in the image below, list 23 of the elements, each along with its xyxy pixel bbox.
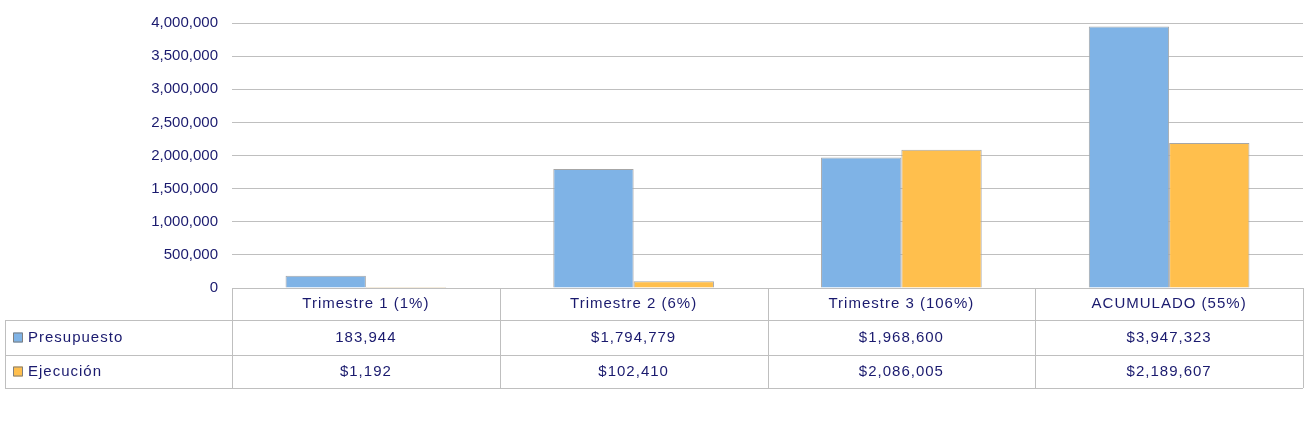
y-tick-label: 1,500,000 — [151, 178, 218, 196]
x-tick-label: Trimestre 3 (106%) — [828, 294, 975, 312]
data-label: $1,192 — [339, 361, 392, 379]
data-label: $1,968,600 — [858, 327, 944, 345]
y-tick-label: 2,000,000 — [151, 145, 218, 163]
legend-label: Presupuesto — [28, 327, 124, 345]
data-label: $2,086,005 — [858, 361, 944, 379]
data-label: 183,944 — [335, 327, 397, 345]
legend-label: Ejecución — [28, 361, 103, 379]
y-tick-label: 3,500,000 — [151, 46, 218, 64]
x-tick-label: Trimestre 1 (1%) — [302, 294, 430, 312]
y-tick-label: 1,000,000 — [151, 211, 218, 229]
y-tick-label: 500,000 — [163, 245, 218, 263]
x-tick-label: Trimestre 2 (6%) — [570, 294, 698, 312]
x-tick-label: ACUMULADO (55%) — [1091, 294, 1247, 312]
y-tick-label: 4,000,000 — [151, 13, 218, 31]
data-label: $3,947,323 — [1126, 327, 1212, 345]
data-label: $1,794,779 — [591, 327, 677, 345]
y-tick-label: 2,500,000 — [151, 112, 218, 130]
data-label: $2,189,607 — [1126, 361, 1212, 379]
y-tick-label: 3,000,000 — [151, 79, 218, 97]
data-label: $102,410 — [598, 361, 669, 379]
y-tick-label: 0 — [209, 278, 218, 296]
